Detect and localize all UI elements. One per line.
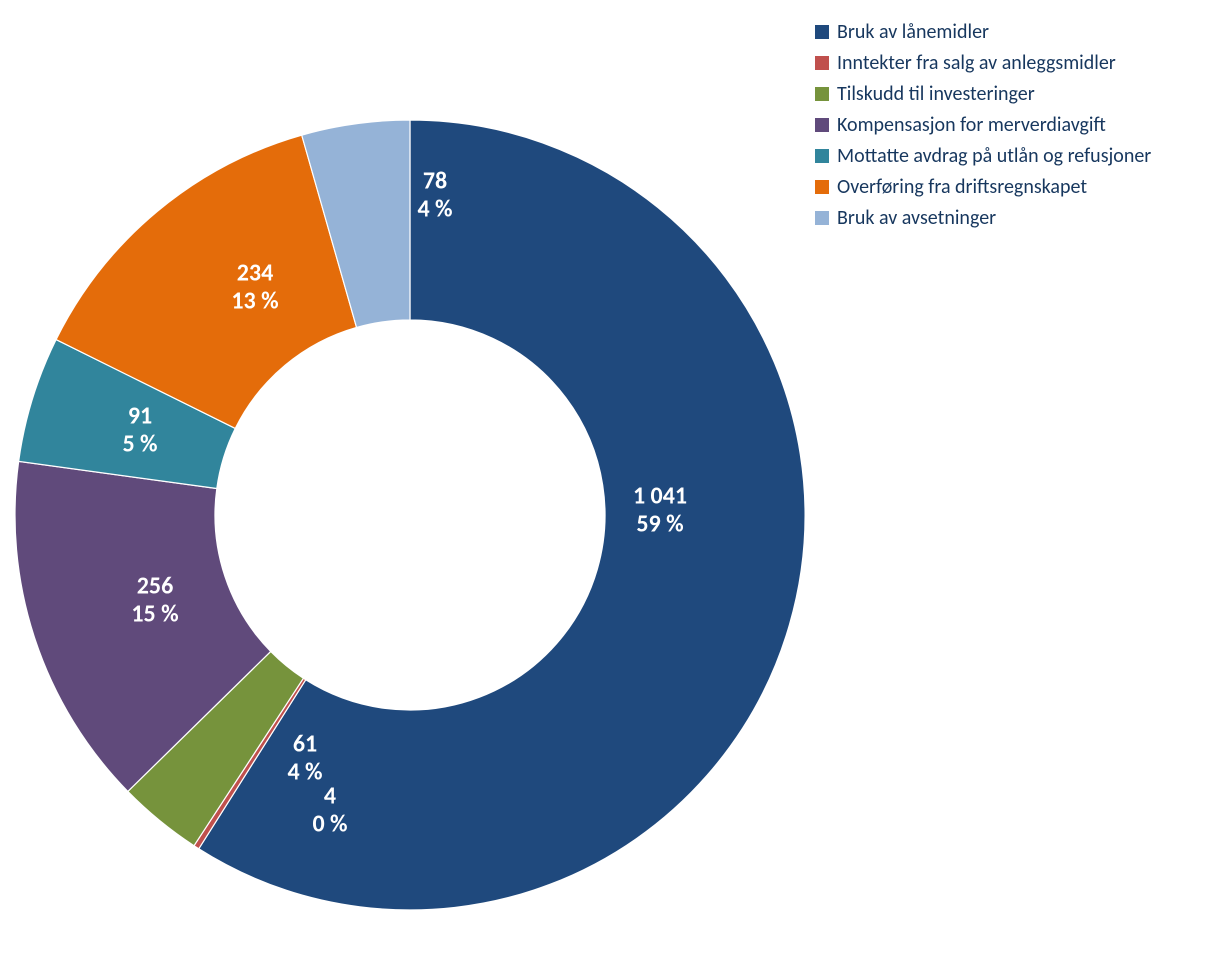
legend-swatch xyxy=(815,149,829,163)
legend-item-5: Overføring fra driftsregnskapet xyxy=(815,175,1151,199)
legend-label: Bruk av avsetninger xyxy=(837,206,996,230)
legend-item-6: Bruk av avsetninger xyxy=(815,206,1151,230)
legend-item-2: Tilskudd til investeringer xyxy=(815,82,1151,106)
slice-label-0: 1 04159 % xyxy=(633,482,687,537)
legend-label: Overføring fra driftsregnskapet xyxy=(837,175,1087,199)
slice-label-4: 915 % xyxy=(122,402,157,457)
slice-percent: 4 % xyxy=(287,758,322,786)
slice-label-3: 25615 % xyxy=(131,572,178,627)
legend-item-0: Bruk av lånemidler xyxy=(815,20,1151,44)
slice-percent: 59 % xyxy=(633,510,687,538)
slice-percent: 4 % xyxy=(417,195,452,223)
legend-swatch xyxy=(815,180,829,194)
legend-swatch xyxy=(815,211,829,225)
legend: Bruk av lånemidler Inntekter fra salg av … xyxy=(815,20,1151,237)
slice-label-6: 784 % xyxy=(417,167,452,222)
legend-swatch xyxy=(815,56,829,70)
legend-swatch xyxy=(815,118,829,132)
slice-label-5: 23413 % xyxy=(231,259,278,314)
legend-item-3: Kompensasjon for merverdiavgift xyxy=(815,113,1151,137)
legend-swatch xyxy=(815,25,829,39)
legend-label: Bruk av lånemidler xyxy=(837,20,989,44)
slice-value: 256 xyxy=(131,572,178,600)
legend-item-4: Mottatte avdrag på utlån og refusjoner xyxy=(815,144,1151,168)
legend-label: Mottatte avdrag på utlån og refusjoner xyxy=(837,144,1151,168)
doughnut-chart: Bruk av lånemidler Inntekter fra salg av … xyxy=(0,0,1208,980)
slice-value: 61 xyxy=(287,730,322,758)
legend-label: Tilskudd til investeringer xyxy=(837,82,1035,106)
slice-value: 1 041 xyxy=(633,482,687,510)
slice-percent: 0 % xyxy=(312,810,347,838)
slice-value: 4 xyxy=(312,782,347,810)
slice-percent: 13 % xyxy=(231,287,278,315)
slice-percent: 15 % xyxy=(131,600,178,628)
slice-label-2: 614 % xyxy=(287,730,322,785)
slice-percent: 5 % xyxy=(122,430,157,458)
slice-value: 234 xyxy=(231,259,278,287)
legend-label: Inntekter fra salg av anleggsmidler xyxy=(837,51,1116,75)
slice-value: 78 xyxy=(417,167,452,195)
legend-swatch xyxy=(815,87,829,101)
slice-label-1: 40 % xyxy=(312,782,347,837)
slice-value: 91 xyxy=(122,402,157,430)
legend-item-1: Inntekter fra salg av anleggsmidler xyxy=(815,51,1151,75)
legend-label: Kompensasjon for merverdiavgift xyxy=(837,113,1106,137)
